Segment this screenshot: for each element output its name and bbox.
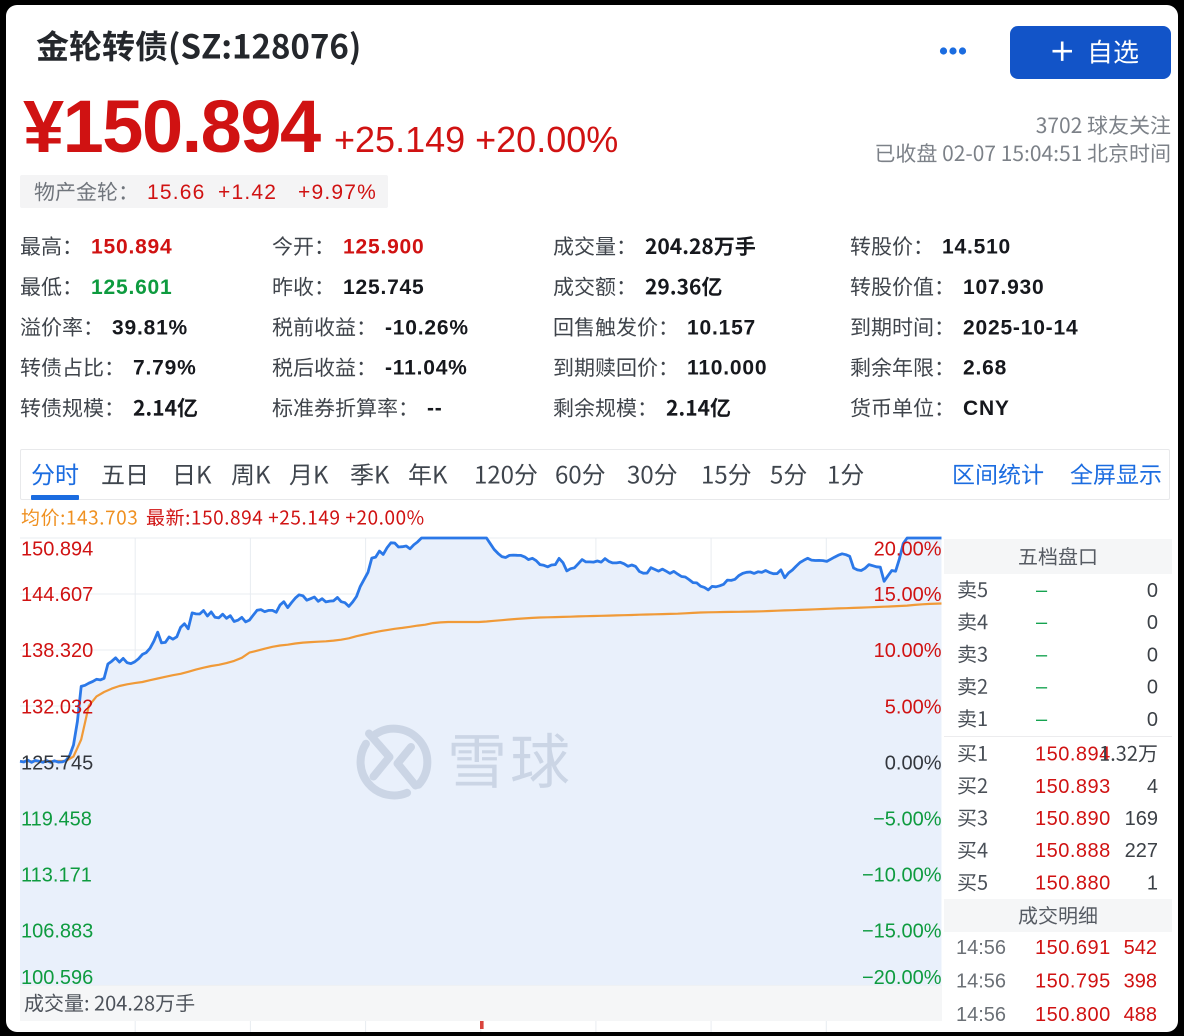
svg-text:169: 169 xyxy=(1125,808,1158,830)
svg-text:398: 398 xyxy=(1124,971,1157,993)
svg-text:227: 227 xyxy=(1125,840,1158,862)
svg-text:0: 0 xyxy=(1147,709,1158,731)
svg-text:20.00%: 20.00% xyxy=(874,539,942,561)
svg-text:−20.00%: −20.00% xyxy=(862,967,942,989)
svg-text:150.888: 150.888 xyxy=(1035,840,1111,862)
svg-text:107.930: 107.930 xyxy=(963,276,1045,299)
svg-text:138.320: 138.320 xyxy=(21,640,93,662)
svg-text:150.880: 150.880 xyxy=(1035,873,1111,895)
svg-text:−15.00%: −15.00% xyxy=(862,921,942,943)
svg-text:113.171: 113.171 xyxy=(21,865,92,887)
svg-text:39.81%: 39.81% xyxy=(112,316,188,339)
svg-text:5.00%: 5.00% xyxy=(885,696,942,718)
svg-text:−10.00%: −10.00% xyxy=(862,865,942,887)
svg-text:150.800: 150.800 xyxy=(1035,1004,1111,1026)
svg-text:15.66: 15.66 xyxy=(147,181,206,204)
svg-text:0: 0 xyxy=(1147,612,1158,634)
svg-text:-11.04%: -11.04% xyxy=(385,357,468,380)
svg-text:1: 1 xyxy=(1147,873,1158,895)
svg-text:125.900: 125.900 xyxy=(343,236,425,259)
svg-text:14:56: 14:56 xyxy=(956,1004,1006,1026)
svg-text:10.00%: 10.00% xyxy=(874,640,942,662)
svg-text:150.894: 150.894 xyxy=(21,539,93,561)
svg-text:150.894: 150.894 xyxy=(1035,744,1111,766)
svg-text:+9.97%: +9.97% xyxy=(298,181,377,204)
svg-text:132.032: 132.032 xyxy=(21,696,93,718)
svg-text:14.510: 14.510 xyxy=(942,236,1011,259)
svg-text:10.157: 10.157 xyxy=(687,316,756,339)
svg-text:−5.00%: −5.00% xyxy=(873,809,942,831)
svg-text:15.00%: 15.00% xyxy=(874,584,942,606)
svg-text:106.883: 106.883 xyxy=(21,921,93,943)
svg-text:0.00%: 0.00% xyxy=(885,752,942,774)
svg-text:0: 0 xyxy=(1147,580,1158,602)
svg-text:+1.42: +1.42 xyxy=(218,181,277,204)
svg-text:–: – xyxy=(1036,676,1048,698)
svg-text:110.000: 110.000 xyxy=(687,357,767,380)
svg-text:–: – xyxy=(1036,708,1048,730)
svg-text:7.79%: 7.79% xyxy=(133,357,197,380)
svg-text:100.596: 100.596 xyxy=(21,967,93,989)
svg-text:–: – xyxy=(1036,612,1048,634)
svg-text:CNY: CNY xyxy=(963,397,1010,420)
svg-text:2.68: 2.68 xyxy=(963,357,1007,380)
svg-text:14:56: 14:56 xyxy=(956,971,1006,993)
svg-text:125.601: 125.601 xyxy=(91,276,173,299)
svg-text:125.745: 125.745 xyxy=(343,276,425,299)
svg-text:542: 542 xyxy=(1124,937,1157,959)
svg-text:0: 0 xyxy=(1147,677,1158,699)
svg-text:4: 4 xyxy=(1147,776,1158,798)
svg-text:150.795: 150.795 xyxy=(1035,971,1111,993)
svg-text:144.607: 144.607 xyxy=(21,584,93,606)
svg-text:¥150.894: ¥150.894 xyxy=(23,85,321,168)
svg-text:--: -- xyxy=(427,397,443,420)
svg-text:–: – xyxy=(1036,644,1048,666)
svg-text:150.691: 150.691 xyxy=(1035,937,1111,959)
svg-text:-10.26%: -10.26% xyxy=(385,316,469,339)
svg-text:150.894: 150.894 xyxy=(91,236,173,259)
svg-text:125.745: 125.745 xyxy=(21,752,93,774)
svg-text:–: – xyxy=(1036,579,1048,601)
svg-text:150.893: 150.893 xyxy=(1035,776,1111,798)
svg-text:0: 0 xyxy=(1147,644,1158,666)
svg-text:2025-10-14: 2025-10-14 xyxy=(963,316,1078,339)
svg-text:+25.149 +20.00%: +25.149 +20.00% xyxy=(334,119,618,160)
svg-text:14:56: 14:56 xyxy=(956,937,1006,959)
svg-text:119.458: 119.458 xyxy=(21,809,92,831)
svg-text:150.890: 150.890 xyxy=(1035,808,1111,830)
svg-text:488: 488 xyxy=(1124,1004,1157,1026)
